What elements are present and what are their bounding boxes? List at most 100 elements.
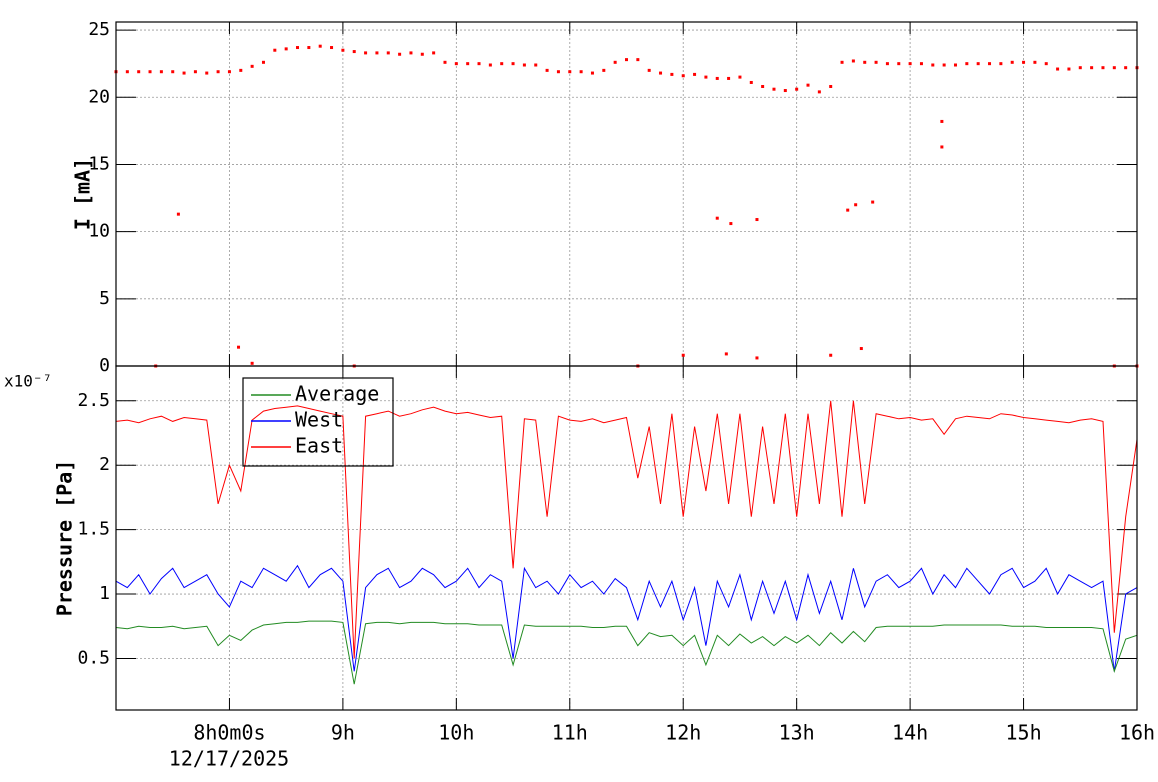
data-point: [432, 51, 436, 55]
y-tick-label: 0.5: [77, 647, 110, 668]
data-point: [897, 62, 901, 66]
data-point: [556, 70, 560, 74]
data-point: [182, 71, 186, 75]
data-point: [965, 62, 969, 66]
data-point: [159, 70, 163, 74]
x-date-label: 12/17/2025: [169, 747, 289, 771]
data-point: [772, 87, 776, 91]
y-tick-label: 1: [99, 583, 110, 604]
data-point: [840, 60, 844, 64]
x-tick-label: 14h: [892, 721, 928, 745]
data-point: [806, 83, 810, 87]
data-point: [647, 68, 651, 72]
data-point: [398, 52, 402, 56]
y-tick-label: 25: [88, 19, 110, 40]
y-tick-label: 0: [99, 355, 110, 376]
data-point: [171, 70, 175, 74]
data-point: [940, 145, 944, 149]
data-point: [261, 60, 265, 64]
data-point: [636, 58, 640, 62]
plot-frame: [115, 21, 1138, 367]
data-point: [1124, 66, 1128, 70]
data-point: [318, 44, 322, 48]
data-point: [352, 50, 356, 54]
data-point: [511, 62, 515, 66]
y-tick-label: 2.5: [77, 390, 110, 411]
data-point: [443, 60, 447, 64]
data-point: [738, 75, 742, 79]
data-point: [940, 119, 944, 123]
data-point: [715, 76, 719, 80]
data-point: [602, 68, 606, 72]
data-point: [466, 62, 470, 66]
data-point: [137, 70, 141, 74]
data-point: [488, 63, 492, 67]
data-point: [817, 90, 821, 94]
data-point: [846, 208, 850, 212]
x-tick-label: 9h: [331, 721, 355, 745]
data-point: [1022, 60, 1026, 64]
data-point: [625, 58, 628, 62]
data-point: [704, 75, 708, 79]
data-point: [590, 71, 594, 75]
y-axis-label: I [mA]: [71, 158, 95, 230]
data-point: [568, 70, 572, 74]
x-tick-label: 13h: [779, 721, 815, 745]
data-point: [1067, 67, 1071, 71]
data-point: [193, 70, 197, 74]
series-line: [115, 400, 1138, 659]
data-point: [500, 62, 504, 66]
data-point: [250, 361, 254, 365]
data-point: [874, 60, 878, 64]
data-point: [125, 70, 129, 74]
data-point: [681, 74, 685, 78]
x-tick-label: 10h: [438, 721, 474, 745]
data-point: [999, 62, 1003, 66]
legend-label: East: [295, 434, 343, 458]
data-point: [1056, 67, 1060, 71]
data-point: [919, 62, 923, 66]
y-tick-label: 10: [88, 221, 110, 242]
series-line: [115, 620, 1138, 685]
y-tick-label: 2: [99, 454, 110, 475]
x-tick-label: 8h0m0s: [193, 721, 265, 745]
x-tick-label: 11h: [552, 721, 588, 745]
y-tick-label: 15: [88, 153, 110, 174]
data-point: [729, 222, 733, 226]
data-point: [908, 62, 912, 66]
data-point: [761, 85, 765, 88]
data-point: [176, 212, 180, 216]
data-point: [976, 62, 980, 66]
y-tick-label: 5: [99, 288, 110, 309]
data-point: [296, 46, 300, 50]
series-line: [115, 564, 1138, 672]
data-point: [871, 200, 875, 204]
data-point: [237, 345, 241, 349]
data-point: [715, 216, 719, 220]
data-point: [1101, 66, 1105, 70]
data-point: [859, 347, 863, 351]
data-point: [454, 62, 458, 66]
data-point: [755, 356, 759, 360]
data-point: [829, 353, 833, 357]
legend-label: Average: [295, 382, 379, 406]
data-point: [659, 71, 663, 75]
data-point: [579, 70, 583, 74]
data-point: [953, 63, 957, 67]
y-scale-label: x10⁻⁷: [4, 372, 52, 391]
data-point: [273, 48, 277, 52]
data-point: [885, 62, 889, 66]
data-point: [375, 51, 379, 55]
data-point: [1078, 66, 1082, 70]
plot-frame: [115, 365, 1138, 711]
data-point: [727, 76, 731, 80]
data-point: [681, 353, 685, 357]
x-tick-label: 15h: [1005, 721, 1041, 745]
y-tick-label: 20: [88, 86, 110, 107]
data-point: [942, 63, 946, 67]
data-point: [693, 72, 697, 76]
legend-label: West: [295, 408, 343, 432]
data-point: [545, 68, 549, 72]
data-point: [534, 63, 538, 67]
